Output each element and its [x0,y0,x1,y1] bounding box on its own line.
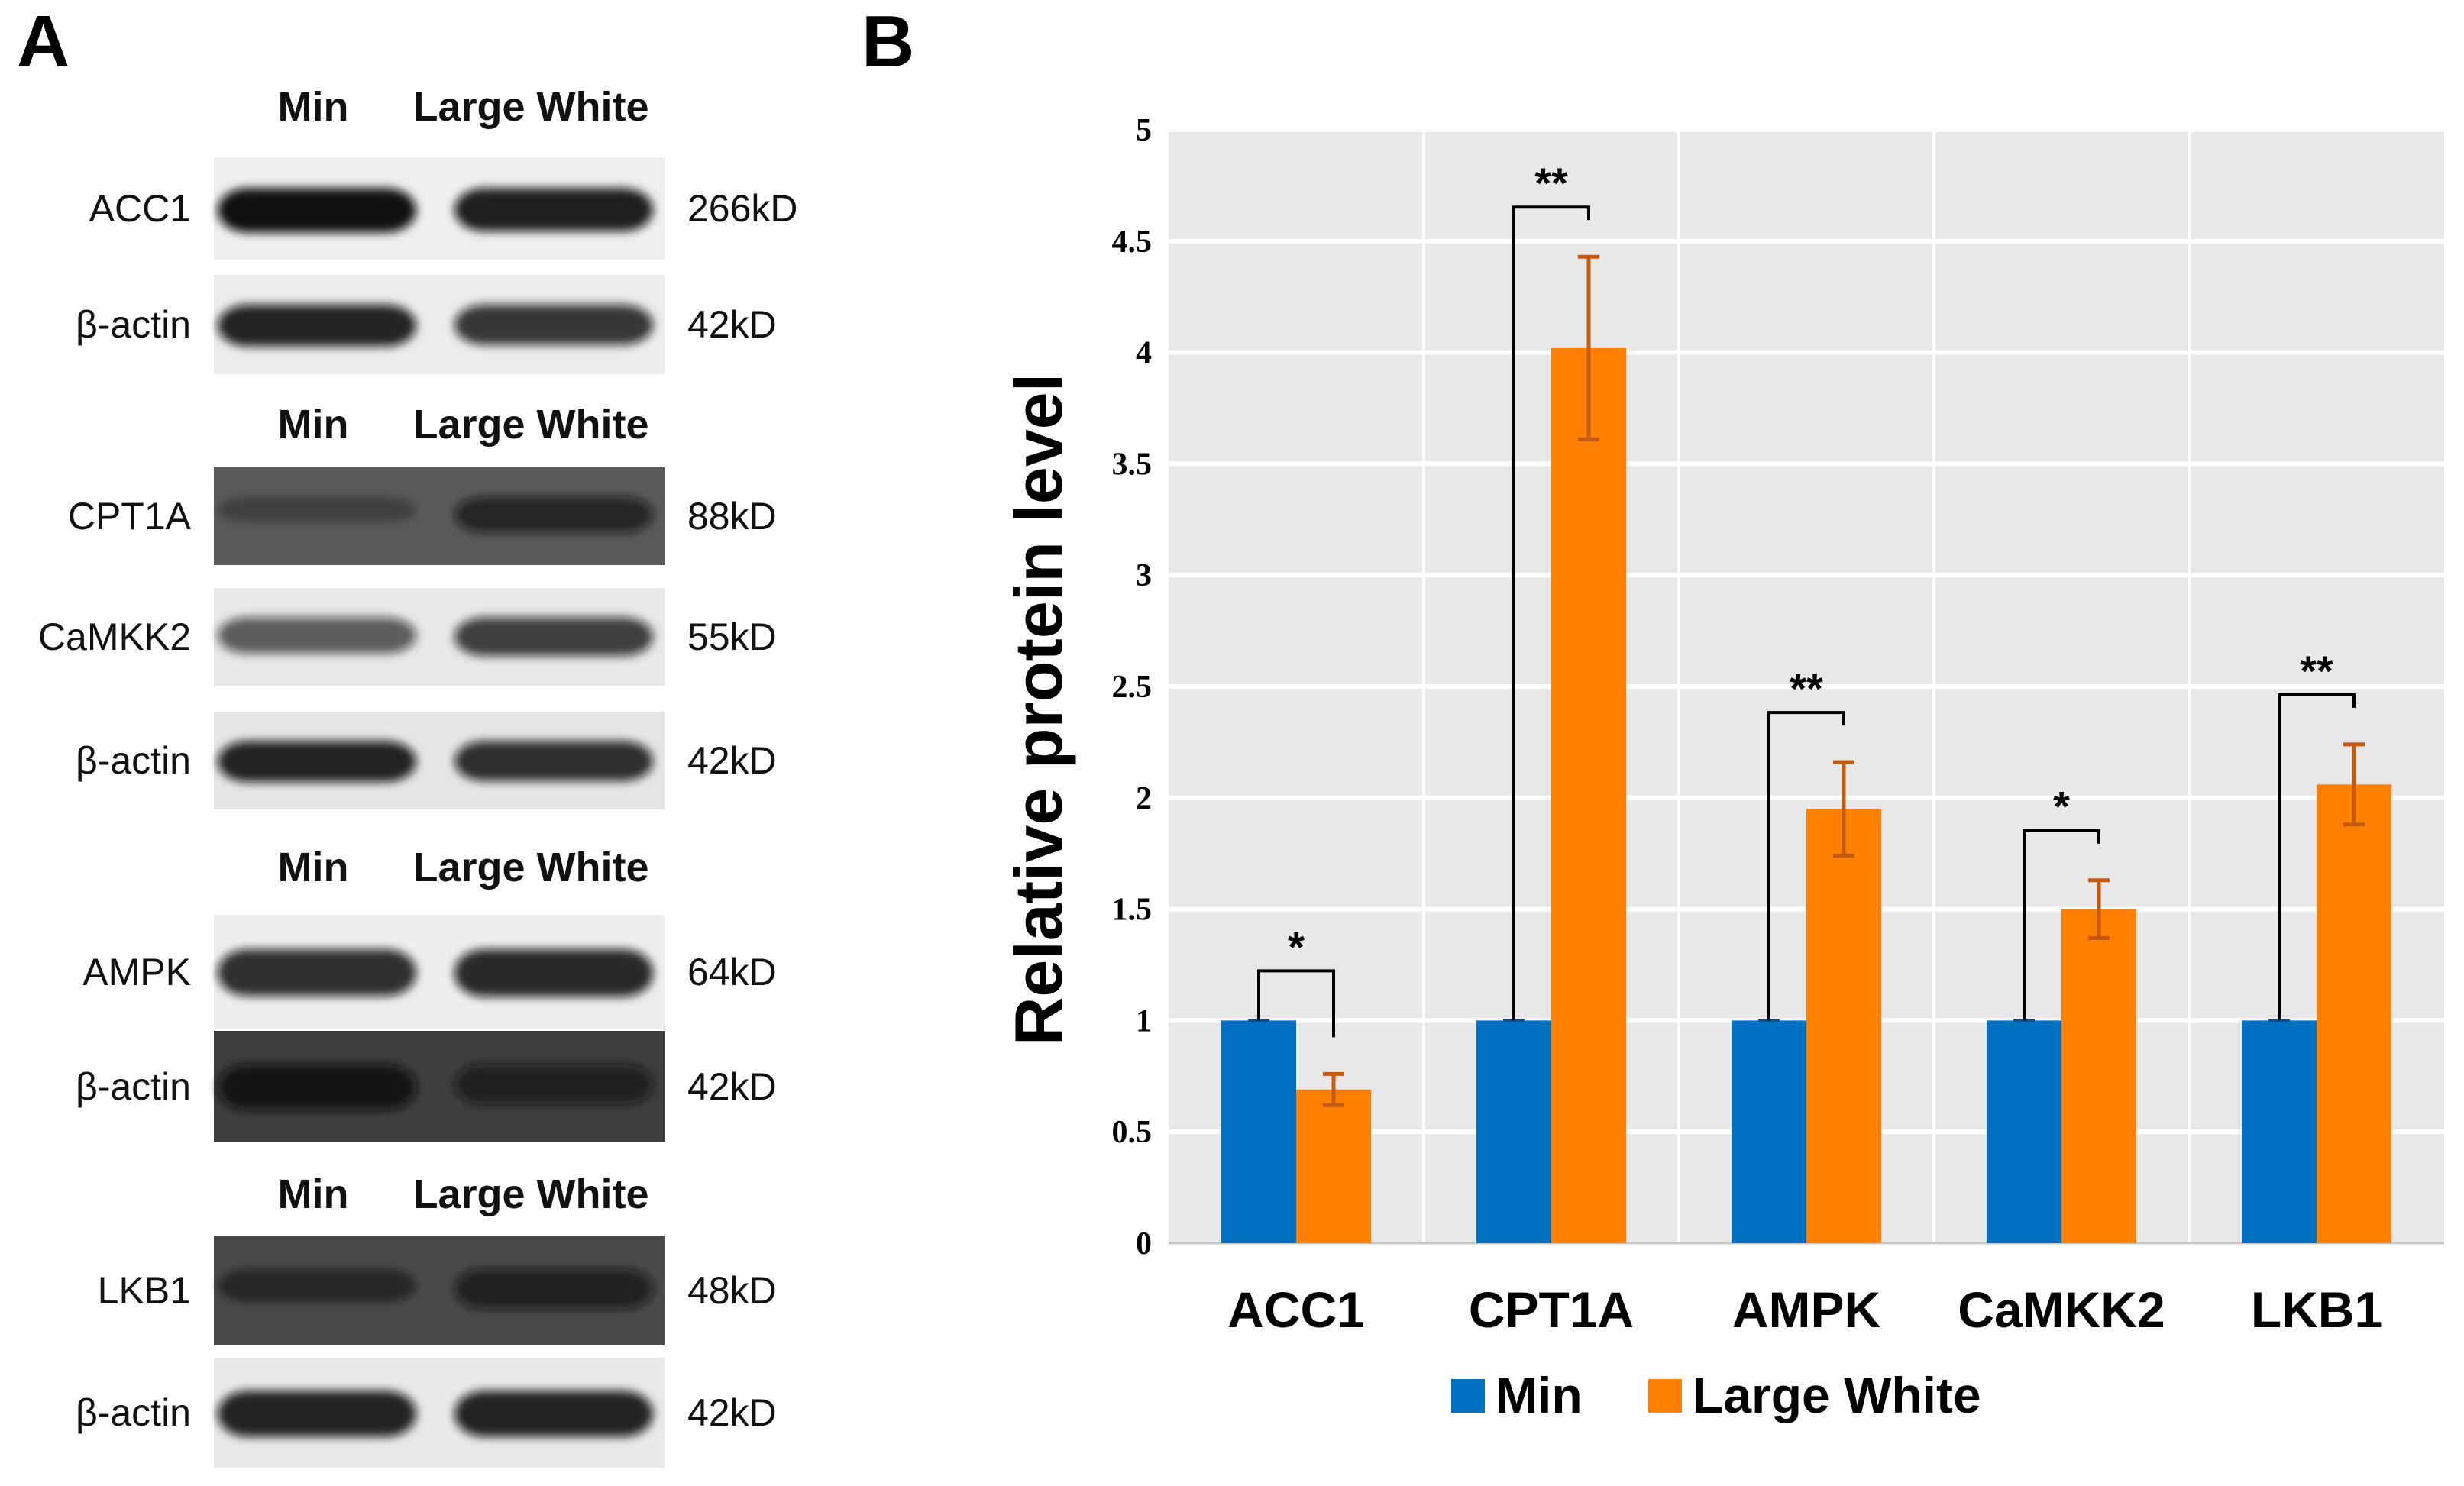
bar-min [1476,1020,1551,1243]
bar-large-white [1296,1089,1371,1243]
blot-row-label: β-actin [76,739,191,782]
y-tick-label: 1.5 [1112,893,1153,928]
y-tick-label: 4 [1136,336,1152,371]
blot-row-label: ACC1 [89,187,191,230]
bar-large-white [2061,909,2136,1243]
molecular-weight-label: 42kD [687,739,777,782]
bar-min [1987,1020,2061,1243]
protein-band [454,1268,653,1310]
lane-header-min: Min [278,84,349,130]
protein-band [218,188,416,233]
bar-large-white [1551,347,1626,1243]
molecular-weight-label: 42kD [687,1391,777,1434]
y-tick-label: 5 [1136,113,1152,148]
significance-bracket [2278,693,2356,1021]
y-tick-label: 3.5 [1112,447,1153,482]
significance-bracket [1767,711,1845,1021]
protein-band [218,1268,416,1303]
protein-band [454,188,653,232]
protein-band [454,1064,653,1105]
significance-bracket [2023,829,2100,1021]
lane-header-min: Min [278,1171,349,1217]
y-tick-label: 2 [1136,781,1152,816]
significance-label: * [1288,922,1305,971]
significance-label: ** [1790,664,1823,712]
legend-label: Large White [1693,1367,1981,1423]
bar-min [1732,1020,1806,1243]
protein-band [454,1391,653,1437]
protein-band [454,305,653,345]
western-blot-panel: Min Large White ACC1 266kD β-actin 42kD Min Lar… [38,84,798,1468]
y-tick-label: 1 [1136,1003,1152,1039]
panel-label-b: B [862,1,915,82]
legend-label: Min [1496,1367,1583,1423]
legend-swatch [1648,1379,1682,1413]
bar-min [1221,1020,1296,1243]
molecular-weight-label: 266kD [687,187,798,230]
molecular-weight-label: 42kD [687,1065,777,1108]
blot-row-label: CPT1A [68,495,192,538]
y-tick-label: 0.5 [1112,1115,1153,1150]
blot-row-label: LKB1 [98,1269,191,1312]
y-axis-label: Relative protein level [1001,373,1076,1045]
protein-band [218,1391,416,1437]
protein-band [218,496,416,523]
protein-band [218,305,416,347]
legend-swatch [1451,1379,1485,1413]
x-tick-label: LKB1 [2251,1281,2382,1338]
x-tick-label: ACC1 [1227,1281,1365,1338]
bar-large-white [2317,784,2391,1243]
blot-row-label: AMPK [82,951,191,993]
blot-row-label: β-actin [76,1391,191,1434]
protein-band [218,949,416,997]
lane-header-min: Min [278,402,349,447]
lane-header-large-white: Large White [412,845,648,890]
bar-large-white [1806,809,1881,1243]
significance-label: * [2053,783,2070,831]
x-tick-label: AMPK [1732,1281,1881,1338]
lane-header-large-white: Large White [412,402,648,447]
blot-row-label: β-actin [76,1065,191,1108]
protein-band [454,741,653,781]
significance-label: ** [2300,647,2333,695]
molecular-weight-label: 48kD [687,1269,777,1312]
molecular-weight-label: 88kD [687,495,777,538]
y-tick-label: 0 [1136,1226,1152,1261]
blot-row-label: β-actin [76,303,191,346]
protein-band [454,949,653,997]
x-tick-label: CPT1A [1469,1281,1634,1338]
significance-label: ** [1534,159,1568,207]
lane-header-min: Min [278,845,349,890]
y-tick-label: 4.5 [1112,225,1153,260]
molecular-weight-label: 64kD [687,951,777,993]
bar-chart: 0 0.5 1 1.5 2 2.5 3 3.5 4 4.5 5 * ACC1 ** CPT1A ** AMPK *… [1001,113,2444,1423]
protein-band [454,617,653,657]
molecular-weight-label: 42kD [687,303,777,346]
protein-band [218,741,416,783]
bar-min [2242,1020,2317,1243]
lane-header-large-white: Large White [412,84,648,130]
y-tick-label: 2.5 [1112,670,1153,705]
significance-bracket [1257,969,1335,1038]
lane-header-large-white: Large White [412,1171,648,1217]
x-tick-label: CaMKK2 [1958,1281,2165,1338]
y-tick-label: 3 [1136,558,1152,593]
molecular-weight-label: 55kD [687,615,777,658]
significance-bracket [1512,205,1590,1021]
protein-band [454,496,653,533]
protein-band [218,1064,416,1110]
blot-row-label: CaMKK2 [38,615,191,658]
protein-band [218,617,416,654]
panel-label-a: A [17,1,70,82]
